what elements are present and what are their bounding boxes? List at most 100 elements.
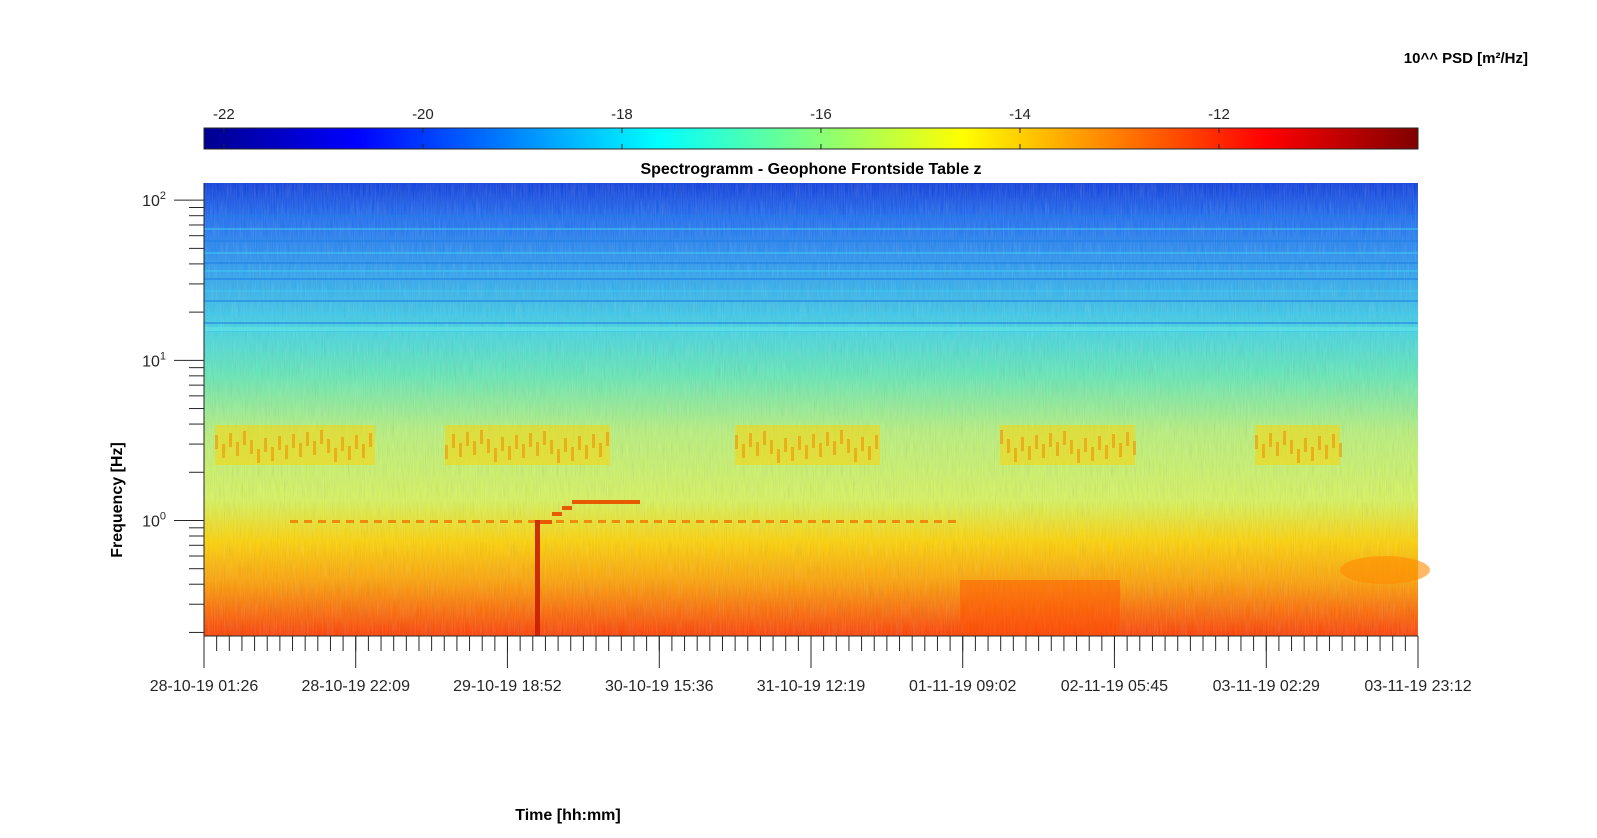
spectral-line <box>204 252 1418 254</box>
activity-streak <box>445 445 448 459</box>
one-hz-line <box>416 520 424 523</box>
activity-streak <box>819 443 822 457</box>
activity-streak <box>1304 438 1307 452</box>
activity-streak <box>557 449 560 463</box>
activity-streak <box>1105 445 1108 459</box>
activity-streak <box>1119 443 1122 457</box>
activity-streak <box>1283 431 1286 445</box>
activity-streak <box>362 444 365 458</box>
activity-streak <box>236 442 239 456</box>
activity-streak <box>1084 438 1087 452</box>
colorbar-tick-label: -18 <box>611 106 633 123</box>
activity-streak <box>826 432 829 446</box>
activity-streak <box>1000 430 1003 444</box>
activity-streak <box>1021 437 1024 451</box>
activity-streak <box>299 443 302 457</box>
activity-streak <box>334 448 337 462</box>
one-hz-line <box>724 520 732 523</box>
activity-streak <box>1028 446 1031 460</box>
x-tick-label: 30-10-19 15:36 <box>605 678 714 695</box>
activity-streak <box>278 436 281 450</box>
activity-streak <box>854 448 857 462</box>
activity-streak <box>466 432 469 446</box>
spectral-line <box>204 327 1418 331</box>
x-tick-label: 29-10-19 18:52 <box>453 678 562 695</box>
y-tick-label: 100 <box>142 510 166 530</box>
x-tick-label: 01-11-19 09:02 <box>909 678 1016 695</box>
one-hz-line <box>346 520 354 523</box>
activity-streak <box>480 430 483 444</box>
colorbar-tick-label: -14 <box>1009 106 1031 123</box>
activity-streak <box>487 439 490 453</box>
spectral-line <box>204 228 1418 230</box>
colorbar-tick-label: -20 <box>412 106 434 123</box>
y-tick-base: 10 <box>142 193 160 210</box>
one-hz-line <box>290 520 298 523</box>
activity-streak <box>452 434 455 448</box>
activity-streak <box>791 447 794 461</box>
activity-band <box>445 425 610 465</box>
x-tick-label: 31-10-19 12:19 <box>757 678 866 695</box>
activity-streak <box>1318 436 1321 450</box>
one-hz-line <box>668 520 676 523</box>
activity-streak <box>459 443 462 457</box>
activity-streak <box>571 447 574 461</box>
one-hz-line <box>850 520 858 523</box>
x-tick-label: 03-11-19 23:12 <box>1364 678 1471 695</box>
activity-streak <box>550 440 553 454</box>
activity-streak <box>861 437 864 451</box>
one-hz-line <box>500 520 508 523</box>
activity-streak <box>1339 443 1342 457</box>
activity-streak <box>292 434 295 448</box>
one-hz-line <box>794 520 802 523</box>
activity-streak <box>215 435 218 449</box>
one-hz-line <box>556 520 564 523</box>
one-hz-line <box>486 520 494 523</box>
activity-streak <box>756 442 759 456</box>
one-hz-line <box>402 520 410 523</box>
one-hz-line <box>948 520 956 523</box>
one-hz-line <box>906 520 914 523</box>
activity-streak <box>1112 434 1115 448</box>
activity-streak <box>494 448 497 462</box>
one-hz-line <box>612 520 620 523</box>
colorbar-tick-label: -22 <box>213 106 235 123</box>
x-tick-label: 28-10-19 22:09 <box>301 678 410 695</box>
activity-streak <box>515 435 518 449</box>
activity-streak <box>564 438 567 452</box>
activity-streak <box>868 446 871 460</box>
spectral-line <box>204 278 1418 280</box>
stepped-feature <box>552 512 562 516</box>
colorbar-gradient <box>203 127 1419 150</box>
activity-streak <box>327 439 330 453</box>
activity-streak <box>1063 431 1066 445</box>
spectral-line <box>204 262 1418 264</box>
x-axis-label: Time [hh:mm] <box>515 807 620 824</box>
activity-streak <box>763 431 766 445</box>
one-hz-line <box>654 520 662 523</box>
one-hz-line <box>836 520 844 523</box>
activity-streak <box>1332 434 1335 448</box>
activity-streak <box>578 436 581 450</box>
activity-streak <box>1262 444 1265 458</box>
activity-streak <box>1311 447 1314 461</box>
one-hz-line <box>360 520 368 523</box>
activity-streak <box>1014 448 1017 462</box>
one-hz-line <box>528 520 536 523</box>
one-hz-line <box>710 520 718 523</box>
spectral-line <box>204 270 1418 272</box>
spectral-line <box>204 300 1418 302</box>
activity-streak <box>833 441 836 455</box>
activity-streak <box>599 443 602 457</box>
activity-streak <box>271 447 274 461</box>
activity-streak <box>1007 439 1010 453</box>
one-hz-line <box>780 520 788 523</box>
activity-streak <box>847 439 850 453</box>
activity-streak <box>1035 435 1038 449</box>
activity-streak <box>285 445 288 459</box>
x-tick-label: 03-11-19 02:29 <box>1213 678 1320 695</box>
activity-streak <box>840 430 843 444</box>
activity-streak <box>606 432 609 446</box>
one-hz-line <box>304 520 312 523</box>
spectral-line <box>204 322 1418 324</box>
